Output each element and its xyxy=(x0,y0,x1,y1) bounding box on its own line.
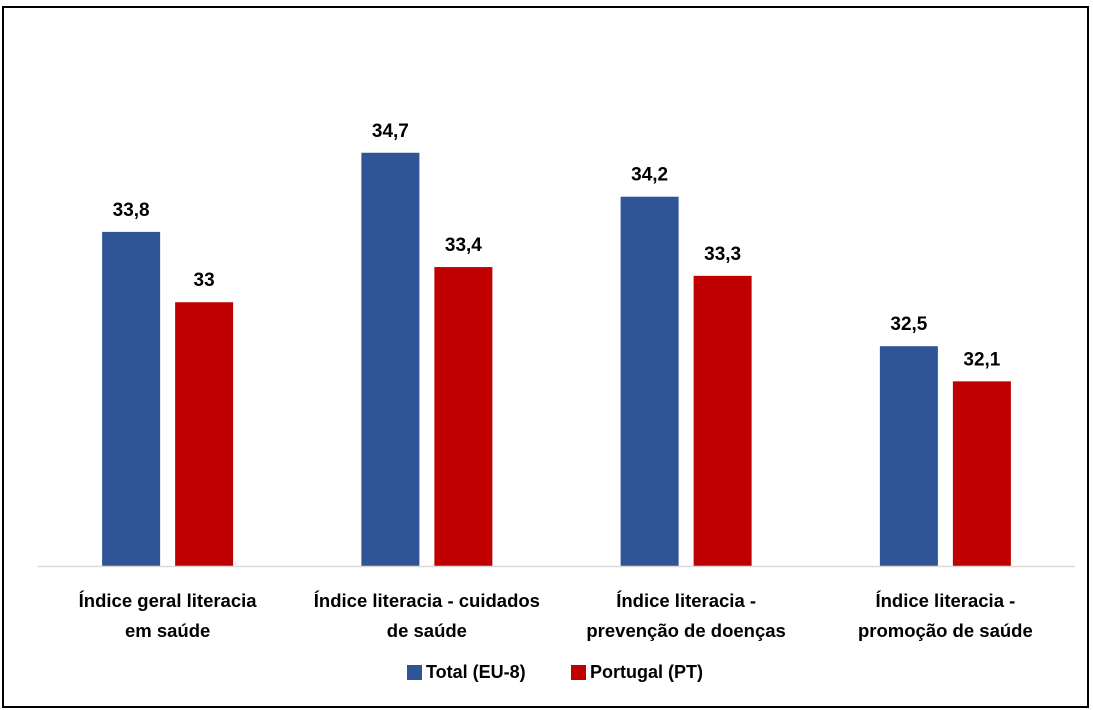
legend-label: Total (EU-8) xyxy=(426,662,526,682)
legend-swatch-total-eu8 xyxy=(407,665,422,680)
data-label: 33,4 xyxy=(445,235,482,256)
bar-portugal-3 xyxy=(952,381,1011,566)
legend-swatch-portugal xyxy=(571,665,586,680)
category-label: promoção de saúde xyxy=(858,620,1033,641)
category-label: Índice geral literacia xyxy=(79,590,258,611)
data-label: 32,5 xyxy=(890,314,927,335)
data-label: 34,2 xyxy=(631,165,668,186)
bar-portugal-1 xyxy=(434,267,493,566)
category-label: Índice literacia - xyxy=(616,590,756,611)
data-label: 32,1 xyxy=(963,349,1000,370)
legend-label: Portugal (PT) xyxy=(590,662,703,682)
category-label: Índice literacia - xyxy=(875,590,1015,611)
category-label: de saúde xyxy=(387,620,467,641)
bar-portugal-2 xyxy=(693,275,752,566)
category-label: em saúde xyxy=(125,620,210,641)
data-label: 33 xyxy=(194,270,215,291)
category-label: Índice literacia - cuidados xyxy=(314,590,540,611)
bar-total-eu8-1 xyxy=(361,152,420,567)
data-label: 33,8 xyxy=(113,200,150,221)
bar-total-eu8-2 xyxy=(620,196,679,566)
data-label: 33,3 xyxy=(704,244,741,265)
bar-total-eu8-0 xyxy=(102,231,161,567)
bar-total-eu8-3 xyxy=(879,346,938,566)
category-label: prevenção de doenças xyxy=(586,620,785,641)
data-label: 34,7 xyxy=(372,121,409,142)
bar-portugal-0 xyxy=(175,302,234,566)
